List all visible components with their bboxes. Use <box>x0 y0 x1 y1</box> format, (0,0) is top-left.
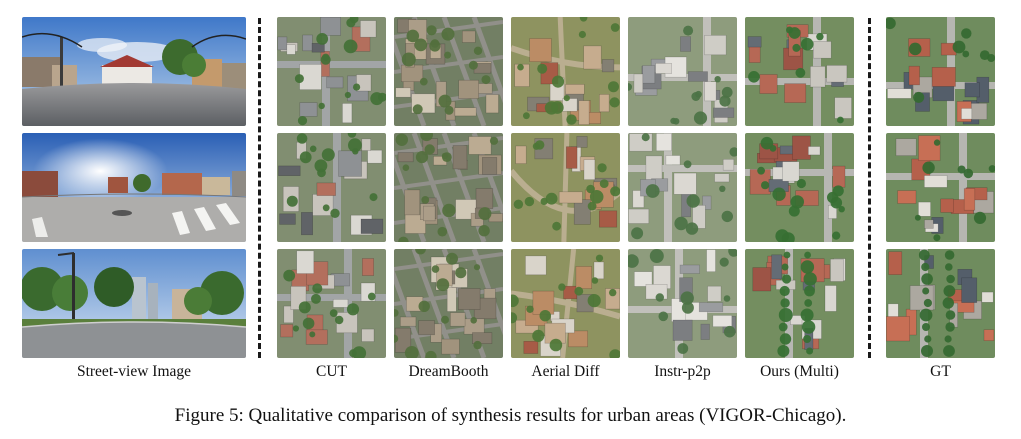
aerial-tile-ours-row1 <box>745 17 854 126</box>
aerial-tile-aerialdiff-row2 <box>511 133 620 242</box>
aerial-tile-ours-row2 <box>745 133 854 242</box>
aerial-tile-gt-row2 <box>886 133 995 242</box>
aerial-tile-aerialdiff-row3 <box>511 249 620 358</box>
aerial-tile-dreambooth-row2 <box>394 133 503 242</box>
label-dreambooth: DreamBooth <box>408 363 489 380</box>
separator-left <box>258 18 261 358</box>
aerial-tile-aerialdiff-row1 <box>511 17 620 126</box>
street-view-panorama-3 <box>22 249 246 358</box>
label-street-view: Street-view Image <box>76 363 192 380</box>
aerial-tile-ours-row3 <box>745 249 854 358</box>
street-view-panorama-1 <box>22 17 246 126</box>
label-aerial-diff: Aerial Diff <box>531 363 600 380</box>
figure-caption: Figure 5: Qualitative comparison of synt… <box>174 405 847 426</box>
aerial-tile-dreambooth-row3 <box>394 249 503 358</box>
street-view-panorama-2 <box>22 133 246 242</box>
aerial-tile-instrp2p-row3 <box>628 249 737 358</box>
aerial-tile-cut-row3 <box>277 249 386 358</box>
aerial-tile-gt-row1 <box>886 17 995 126</box>
separator-right <box>868 18 871 358</box>
label-ours-multi: Ours (Multi) <box>760 363 839 380</box>
label-gt: GT <box>930 363 951 380</box>
aerial-tile-gt-row3 <box>886 249 995 358</box>
aerial-tile-cut-row1 <box>277 17 386 126</box>
aerial-tile-cut-row2 <box>277 133 386 242</box>
aerial-tile-instrp2p-row1 <box>628 17 737 126</box>
aerial-tile-instrp2p-row2 <box>628 133 737 242</box>
label-cut: CUT <box>316 363 347 380</box>
aerial-tile-dreambooth-row1 <box>394 17 503 126</box>
label-instr-p2p: Instr-p2p <box>654 363 711 380</box>
